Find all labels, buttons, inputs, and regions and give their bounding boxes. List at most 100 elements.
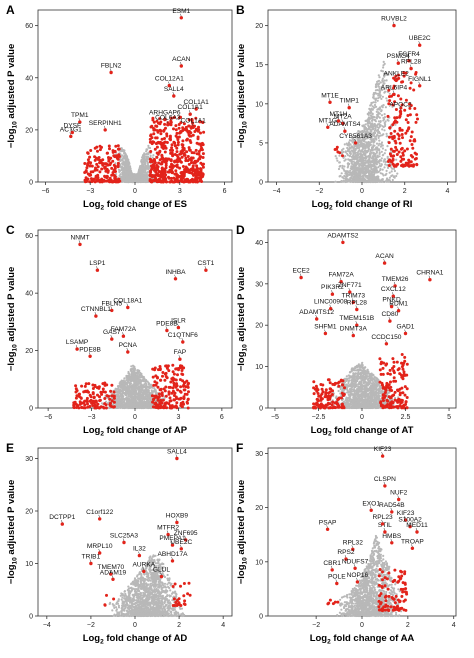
grey-point (146, 149, 148, 151)
red-point (166, 141, 169, 144)
grey-point (350, 177, 352, 179)
red-point (410, 135, 413, 138)
red-point (409, 161, 412, 164)
grey-point (383, 161, 385, 163)
grey-point (379, 113, 381, 115)
x-tick-label: −3 (86, 188, 94, 195)
grey-point (143, 159, 145, 161)
red-point (401, 136, 404, 139)
red-point (169, 169, 172, 172)
red-point (195, 175, 198, 178)
red-point (182, 165, 185, 168)
grey-point (351, 168, 353, 170)
red-point (196, 172, 199, 175)
grey-point (363, 140, 365, 142)
labelled-gene-point (172, 94, 175, 97)
grey-point (122, 163, 124, 165)
grey-point (389, 177, 391, 179)
grey-point (150, 385, 152, 387)
grey-point (384, 113, 386, 115)
red-point (156, 136, 159, 139)
grey-point (146, 153, 148, 155)
grey-point (352, 175, 354, 177)
grey-point (352, 179, 354, 181)
red-point (181, 173, 184, 176)
red-point (177, 141, 180, 144)
grey-point (150, 155, 152, 157)
grey-point (370, 141, 372, 143)
grey-point (139, 180, 141, 182)
grey-point (370, 110, 372, 112)
red-point (405, 162, 408, 165)
labelled-gene-point (328, 101, 331, 104)
grey-point (339, 175, 341, 177)
labelled-gene-point (166, 123, 169, 126)
red-point (196, 128, 199, 131)
labelled-gene-point (180, 64, 183, 67)
red-point (400, 148, 403, 151)
red-point (161, 174, 164, 177)
red-point (173, 173, 176, 176)
grey-point (382, 64, 384, 66)
grey-point (358, 162, 360, 164)
grey-point (123, 171, 125, 173)
red-point (103, 166, 106, 169)
red-point (110, 174, 113, 177)
red-point (173, 160, 176, 163)
grey-point (389, 179, 391, 181)
grey-point (370, 173, 372, 175)
red-point (393, 116, 396, 119)
x-tick-label: 4 (446, 188, 450, 195)
red-point (105, 176, 108, 179)
red-point (150, 168, 153, 171)
red-point (176, 150, 179, 153)
red-point (184, 170, 187, 173)
grey-point (382, 66, 384, 68)
grey-point (137, 376, 139, 378)
grey-point (368, 165, 370, 167)
grey-point (372, 109, 374, 111)
red-point (83, 162, 86, 165)
grey-point (143, 173, 145, 175)
gene-label: ACAN (172, 56, 191, 63)
grey-point (346, 143, 348, 145)
red-point (172, 127, 175, 130)
red-point (160, 154, 163, 157)
volcano-panel-b: RUVBL2UBE2CFGFR4PSMG4RPL28ANKLE2FIGNL1AR… (236, 3, 456, 212)
red-point (159, 122, 162, 125)
red-point (163, 129, 166, 132)
grey-point (360, 143, 362, 145)
grey-point (369, 177, 371, 179)
red-point (188, 149, 191, 152)
red-point (403, 109, 406, 112)
grey-point (387, 119, 389, 121)
red-point (412, 89, 415, 92)
red-point (190, 135, 193, 138)
grey-point (144, 176, 146, 178)
grey-point (385, 106, 387, 108)
x-tick-label: 2 (403, 188, 407, 195)
grey-point (126, 175, 128, 177)
grey-point (341, 167, 343, 169)
grey-point (120, 160, 122, 162)
grey-point (363, 145, 365, 147)
red-point (117, 165, 120, 168)
grey-point (129, 172, 131, 174)
grey-point (354, 180, 356, 182)
red-point (415, 113, 418, 116)
x-axis-label: Log2 fold change of RI (312, 199, 413, 212)
gene-label: ANKLE2 (384, 70, 410, 77)
grey-point (145, 179, 147, 181)
grey-point (147, 171, 149, 173)
grey-point (138, 379, 140, 381)
y-tick-label: 0 (29, 180, 33, 187)
red-point (411, 143, 414, 146)
grey-point (373, 162, 375, 164)
red-point (411, 147, 414, 150)
red-point (189, 139, 192, 142)
gene-label: ESM1 (172, 8, 190, 15)
grey-point (141, 386, 143, 388)
red-point (194, 179, 197, 182)
red-point (415, 163, 418, 166)
red-point (398, 151, 401, 154)
